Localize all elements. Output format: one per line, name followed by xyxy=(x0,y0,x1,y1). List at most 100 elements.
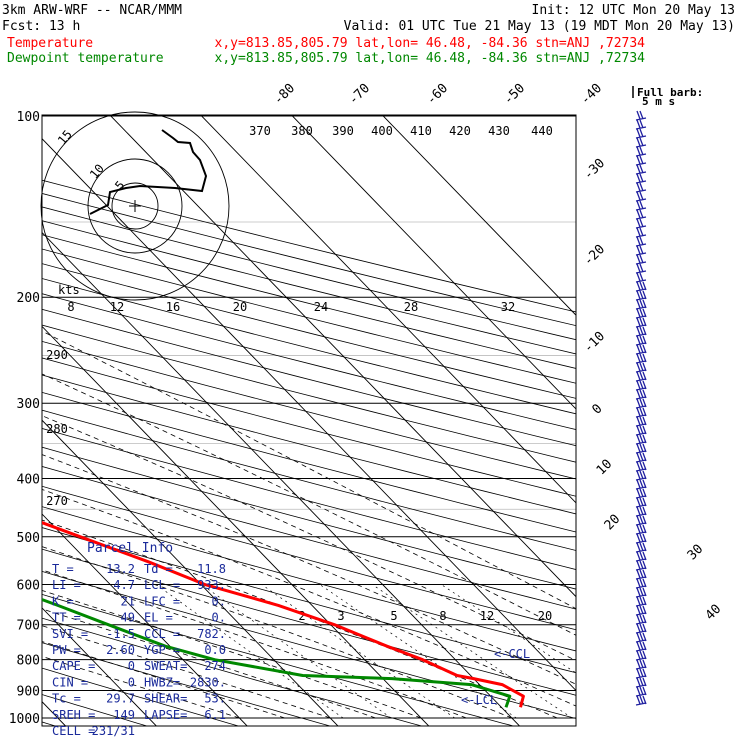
parcel-label: K = xyxy=(52,594,74,608)
wind-barb xyxy=(635,614,647,625)
wind-barb xyxy=(635,362,647,373)
speed-label: 16 xyxy=(166,300,180,314)
wind-barb xyxy=(635,317,647,328)
wind-barb xyxy=(635,461,647,472)
wind-barb xyxy=(635,686,647,697)
wind-barb xyxy=(635,308,647,319)
isotherm-line xyxy=(291,115,576,410)
parcel-label: SWEAT= xyxy=(144,659,187,673)
pressure-tick-label: 800 xyxy=(17,654,40,669)
wind-barb xyxy=(635,263,647,274)
parcel-label: EL = xyxy=(144,611,173,625)
parcel-label: CIN = xyxy=(52,675,88,689)
wind-barb xyxy=(635,488,647,499)
wind-barb xyxy=(635,326,647,337)
dry-adiabat-line xyxy=(42,446,576,590)
wind-barb xyxy=(635,470,647,481)
parcel-label: LAPSE= xyxy=(144,708,187,722)
ccl-marker: <-CCL xyxy=(494,647,530,661)
moist-adiabat-line xyxy=(42,488,576,707)
parcel-label: SHEAR= xyxy=(144,692,187,706)
isotherm-label: -50 xyxy=(501,81,528,108)
parcel-label: CELL = xyxy=(52,724,95,738)
isotherm-label: -80 xyxy=(271,81,298,108)
wind-barb xyxy=(635,182,647,193)
theta-label-left: 280 xyxy=(46,422,68,436)
dry-adiabat-line xyxy=(42,234,576,369)
wind-barb xyxy=(635,479,647,490)
hodograph-ring xyxy=(111,182,159,230)
parcel-label: LFC = xyxy=(144,594,180,608)
wind-barb xyxy=(635,119,647,130)
wind-barb xyxy=(635,389,647,400)
moist-adiabat-line xyxy=(42,641,285,719)
wind-barb xyxy=(635,155,647,166)
plot-border xyxy=(41,114,577,727)
dry-adiabat-line xyxy=(42,570,576,719)
wind-barb xyxy=(635,254,647,265)
parcel-label: PW = xyxy=(52,643,81,657)
wind-barb xyxy=(635,344,647,355)
parcel-label: T = xyxy=(52,562,74,576)
isotherm-label: 30 xyxy=(685,542,707,564)
parcel-info-title: Parcel Info xyxy=(87,541,173,556)
parcel-value: 782. xyxy=(197,627,226,641)
wind-barb xyxy=(635,506,647,517)
mixing-ratio-line xyxy=(261,584,455,719)
parcel-value: 933. xyxy=(197,578,226,592)
parcel-label: LI = xyxy=(52,578,81,592)
dry-adiabat-line xyxy=(42,248,576,384)
wind-barb xyxy=(635,398,647,409)
pressure-tick-label: 400 xyxy=(17,472,40,487)
dry-adiabat-line xyxy=(42,667,240,726)
wind-barb xyxy=(635,245,647,256)
wind-barb xyxy=(635,452,647,463)
pressure-tick-label: 900 xyxy=(17,684,40,699)
temperature-curve xyxy=(42,521,525,708)
isotherm-label: -30 xyxy=(581,156,608,183)
parcel-value: 53. xyxy=(204,692,226,706)
pressure-tick-label: 300 xyxy=(17,397,40,412)
wind-barb xyxy=(635,542,647,553)
dewpoint-curve xyxy=(42,597,512,708)
wind-barb xyxy=(635,128,647,139)
dry-adiabat-line xyxy=(42,308,576,447)
parcel-value: 29.7 xyxy=(106,692,135,706)
wind-barb xyxy=(635,407,647,418)
isotherm-label: -60 xyxy=(424,81,451,108)
parcel-value: 231/31 xyxy=(92,724,135,738)
wind-barb xyxy=(635,533,647,544)
wind-legend-unit: 5 m s xyxy=(642,95,675,108)
theta-label-top: 400 xyxy=(371,124,393,138)
wind-legend-label: Full barb: xyxy=(637,86,703,99)
init-time: Init: 12 UTC Mon 20 May 13 xyxy=(532,3,736,18)
mixing-ratio-line xyxy=(155,584,344,719)
forecast-hour: Fcst: 13 h xyxy=(2,19,80,34)
dry-adiabat-line xyxy=(42,278,576,415)
dry-adiabat-line xyxy=(42,617,424,726)
wind-barb xyxy=(635,569,647,580)
theta-label-top: 430 xyxy=(488,124,510,138)
parcel-value: 0. xyxy=(212,594,226,608)
wind-barb xyxy=(635,281,647,292)
isotherm-line xyxy=(42,513,248,726)
theta-label-top: 390 xyxy=(332,124,354,138)
wind-barb xyxy=(635,605,647,616)
dry-adiabat-line xyxy=(42,642,332,726)
moist-adiabat-line xyxy=(42,373,576,636)
wind-barb xyxy=(635,632,647,643)
wind-barb xyxy=(635,551,647,562)
parcel-value: 21 xyxy=(121,594,135,608)
wind-barb xyxy=(635,353,647,364)
dry-adiabat-line xyxy=(42,340,576,480)
isotherm-line xyxy=(42,138,576,692)
dry-adiabat-line xyxy=(42,293,576,430)
mixing-ratio-label: 3 xyxy=(337,609,344,623)
isotherm-label: -20 xyxy=(581,242,608,269)
wind-barb xyxy=(635,227,647,238)
parcel-label: SREH = xyxy=(52,708,95,722)
wind-barb xyxy=(635,596,647,607)
